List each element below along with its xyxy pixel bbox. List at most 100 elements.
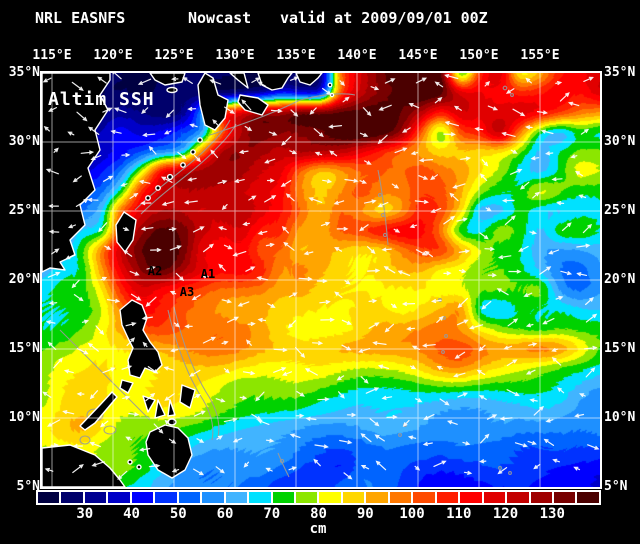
current-vector-arrow — [365, 387, 380, 394]
current-vector-arrow — [409, 224, 418, 229]
ssh-colorbar — [36, 490, 601, 505]
current-vector-arrow — [514, 442, 528, 448]
current-vector-arrow — [508, 269, 522, 274]
current-vector-arrow — [585, 297, 594, 306]
current-vector-arrow — [523, 292, 533, 297]
lat-tick-label-right: 30°N — [604, 134, 636, 149]
current-vector-arrow — [422, 441, 433, 446]
current-vector-arrow — [216, 435, 223, 440]
current-vector-arrow — [125, 322, 137, 327]
lat-tick-label-left: 20°N — [8, 272, 40, 287]
current-vector-arrow — [270, 108, 283, 113]
current-vector-arrow — [264, 158, 276, 164]
colorbar-cell — [131, 492, 154, 503]
land-honshu — [257, 73, 293, 91]
current-vector-arrow — [189, 123, 198, 128]
current-vector-arrow — [510, 149, 518, 154]
current-vector-arrow — [173, 322, 181, 328]
current-vector-arrow — [533, 463, 541, 470]
current-vector-arrow — [209, 79, 222, 85]
current-vector-arrow — [122, 227, 130, 231]
current-vector-arrow — [457, 392, 469, 398]
current-vector-arrow — [346, 412, 357, 417]
current-vector-arrow — [527, 440, 537, 445]
current-vector-arrow — [89, 441, 101, 448]
land-sulu-island — [127, 459, 133, 465]
scs-contour-ring — [103, 425, 117, 435]
current-vector-arrow — [322, 179, 333, 184]
current-vector-arrow — [359, 132, 369, 137]
colorbar-cell — [553, 492, 576, 503]
current-vector-arrow — [87, 342, 99, 352]
current-vector-arrow — [237, 301, 250, 307]
current-vector-arrow — [439, 398, 450, 406]
current-vector-arrow — [309, 107, 317, 115]
title-product-type: Nowcast — [188, 9, 252, 27]
map-overlay — [42, 73, 600, 487]
lat-tick-label-left: 15°N — [8, 341, 40, 356]
lon-tick-label: 155°E — [520, 48, 560, 63]
current-vector-arrow — [71, 279, 80, 289]
current-vector-arrow — [248, 195, 257, 201]
current-vector-arrow — [140, 226, 154, 231]
current-vector-arrow — [368, 322, 380, 329]
current-vector-arrow — [501, 131, 516, 137]
colorbar-cell — [61, 492, 83, 503]
current-vector-arrow — [545, 418, 554, 423]
current-vector-arrow — [424, 250, 433, 258]
current-vector-arrow — [87, 126, 100, 135]
current-vector-arrow — [218, 263, 226, 272]
current-vector-arrow — [576, 243, 591, 248]
colorbar-cell — [178, 492, 201, 503]
hachijo-island-ring — [510, 93, 514, 97]
lat-tick-label-right: 15°N — [604, 341, 636, 356]
current-vector-arrow — [367, 246, 376, 254]
current-vector-arrow — [567, 101, 580, 107]
current-vector-arrow — [223, 244, 233, 250]
current-vector-arrow — [454, 351, 466, 359]
current-vector-arrow — [501, 198, 515, 203]
current-vector-arrow — [289, 433, 301, 438]
current-vector-arrow — [202, 336, 217, 344]
current-vector-arrow — [573, 466, 581, 471]
current-vector-arrow — [265, 438, 275, 443]
current-vector-arrow — [478, 394, 487, 400]
current-vector-arrow — [265, 467, 273, 472]
current-vector-arrow — [196, 438, 205, 443]
current-vector-arrow — [87, 197, 99, 202]
current-vector-arrow — [542, 318, 555, 325]
current-vectors — [42, 73, 600, 480]
lon-tick-label: 125°E — [154, 48, 194, 63]
colorbar-cell — [202, 492, 224, 503]
colorbar-tick: 130 — [539, 506, 565, 522]
lon-tick-label: 130°E — [215, 48, 255, 63]
palau-island-ring — [279, 458, 285, 464]
current-vector-arrow — [479, 459, 487, 464]
current-vector-arrow — [481, 300, 492, 310]
current-vector-arrow — [273, 367, 287, 373]
colorbar-cell — [577, 492, 599, 503]
current-vector-arrow — [256, 276, 269, 281]
current-vector-arrow — [164, 393, 175, 401]
current-vector-arrow — [434, 81, 444, 88]
current-vector-arrow — [232, 251, 247, 257]
current-vector-arrow — [585, 367, 596, 378]
current-vector-arrow — [163, 130, 172, 135]
current-vector-arrow — [384, 78, 396, 84]
current-vector-arrow — [336, 375, 345, 381]
land-samar-leyte — [179, 384, 196, 409]
current-vector-arrow — [288, 466, 297, 471]
scs-contour-ring — [79, 435, 91, 445]
chuuk-island-ring — [498, 466, 502, 470]
colorbar-cell — [84, 492, 107, 503]
land-ryukyu-island — [145, 195, 151, 201]
land-kyushu — [197, 73, 229, 131]
land-masses — [42, 73, 335, 487]
current-vector-arrow — [288, 292, 298, 298]
current-vector-arrow — [192, 226, 205, 233]
current-vector-arrow — [525, 369, 536, 375]
current-vector-arrow — [545, 151, 554, 156]
current-vector-arrow — [552, 458, 560, 463]
current-vector-arrow — [319, 300, 331, 305]
colorbar-tick: 90 — [356, 506, 374, 522]
